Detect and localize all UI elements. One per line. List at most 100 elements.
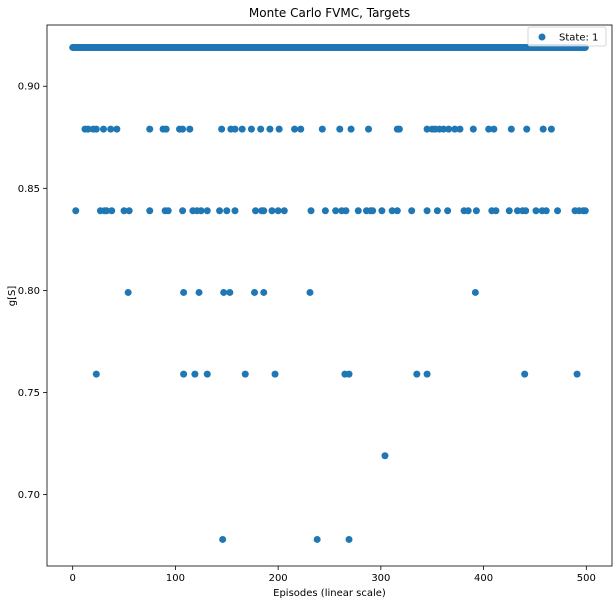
data-point bbox=[342, 207, 350, 215]
data-point bbox=[521, 370, 529, 378]
data-point bbox=[336, 125, 344, 133]
data-point bbox=[464, 207, 472, 215]
data-point bbox=[92, 125, 100, 133]
data-point bbox=[369, 207, 377, 215]
data-point bbox=[469, 125, 477, 133]
data-point bbox=[381, 452, 389, 460]
data-point bbox=[522, 207, 530, 215]
data-point bbox=[395, 125, 403, 133]
y-axis-label: g[S] bbox=[7, 286, 18, 307]
data-point bbox=[238, 125, 246, 133]
data-point bbox=[260, 288, 268, 296]
data-point bbox=[573, 370, 581, 378]
data-point bbox=[472, 207, 480, 215]
data-point bbox=[492, 207, 500, 215]
y-tick-label: 0.75 bbox=[18, 388, 40, 399]
data-point bbox=[218, 125, 226, 133]
data-point bbox=[471, 288, 479, 296]
data-point bbox=[547, 125, 555, 133]
data-point bbox=[345, 370, 353, 378]
data-point bbox=[100, 125, 107, 133]
plot-area bbox=[69, 43, 589, 543]
data-point bbox=[113, 125, 121, 133]
legend-box bbox=[527, 26, 607, 47]
data-point bbox=[146, 125, 154, 133]
x-axis-label: Episodes (linear scale) bbox=[273, 588, 386, 599]
data-point bbox=[120, 207, 128, 215]
data-point bbox=[297, 125, 305, 133]
data-point bbox=[280, 207, 288, 215]
data-point bbox=[393, 207, 401, 215]
data-point bbox=[307, 207, 315, 215]
chart-title: Monte Carlo FVMC, Targets bbox=[249, 6, 410, 20]
data-point bbox=[241, 370, 249, 378]
legend: State: 1 bbox=[527, 26, 607, 47]
data-point bbox=[180, 370, 188, 378]
data-point bbox=[378, 207, 386, 215]
data-point bbox=[423, 207, 431, 215]
data-point bbox=[332, 207, 340, 215]
data-point bbox=[490, 125, 498, 133]
data-point bbox=[451, 125, 459, 133]
x-axis: 0 100 200 300 400 500 bbox=[69, 566, 596, 584]
data-point bbox=[513, 207, 521, 215]
data-point bbox=[107, 125, 115, 133]
data-point bbox=[433, 207, 441, 215]
data-point bbox=[266, 125, 274, 133]
x-tick-label: 200 bbox=[269, 573, 288, 584]
data-point bbox=[444, 207, 452, 215]
legend-marker bbox=[538, 33, 546, 41]
data-point bbox=[220, 288, 228, 296]
data-point bbox=[84, 125, 92, 133]
data-point bbox=[539, 125, 547, 133]
data-point bbox=[271, 370, 279, 378]
data-point bbox=[274, 207, 282, 215]
data-point bbox=[408, 207, 416, 215]
data-point bbox=[505, 207, 513, 215]
data-point bbox=[124, 288, 132, 296]
data-point bbox=[440, 125, 448, 133]
data-point bbox=[532, 207, 540, 215]
data-point bbox=[162, 125, 170, 133]
x-tick-label: 300 bbox=[371, 573, 390, 584]
data-point bbox=[108, 207, 116, 215]
data-point bbox=[523, 125, 531, 133]
data-point bbox=[195, 288, 203, 296]
data-point bbox=[388, 207, 396, 215]
data-point bbox=[581, 207, 589, 215]
data-point bbox=[125, 207, 133, 215]
data-point bbox=[103, 207, 111, 215]
data-point bbox=[318, 125, 326, 133]
data-point bbox=[223, 207, 231, 215]
data-point bbox=[231, 207, 239, 215]
data-point bbox=[507, 125, 515, 133]
y-tick-label: 0.70 bbox=[18, 490, 40, 501]
data-point bbox=[485, 125, 493, 133]
data-point bbox=[257, 125, 265, 133]
y-axis: 0.70 0.75 0.80 0.85 0.90 bbox=[18, 82, 47, 501]
data-point bbox=[542, 207, 550, 215]
data-point bbox=[554, 207, 562, 215]
data-point bbox=[306, 288, 314, 296]
data-point bbox=[203, 207, 211, 215]
data-point bbox=[260, 207, 268, 215]
data-point bbox=[164, 207, 172, 215]
data-point bbox=[423, 125, 431, 133]
x-tick-label: 400 bbox=[474, 573, 493, 584]
data-point bbox=[365, 125, 373, 133]
data-point bbox=[291, 125, 299, 133]
data-point bbox=[179, 207, 187, 215]
x-tick-label: 100 bbox=[166, 573, 185, 584]
data-point bbox=[413, 370, 421, 378]
data-point bbox=[321, 207, 329, 215]
data-point bbox=[216, 207, 224, 215]
x-tick-label: 0 bbox=[69, 573, 75, 584]
data-point bbox=[275, 125, 283, 133]
legend-entry: State: 1 bbox=[559, 33, 598, 44]
data-point bbox=[347, 125, 355, 133]
data-point bbox=[247, 125, 255, 133]
data-point bbox=[252, 207, 260, 215]
data-point bbox=[226, 288, 234, 296]
